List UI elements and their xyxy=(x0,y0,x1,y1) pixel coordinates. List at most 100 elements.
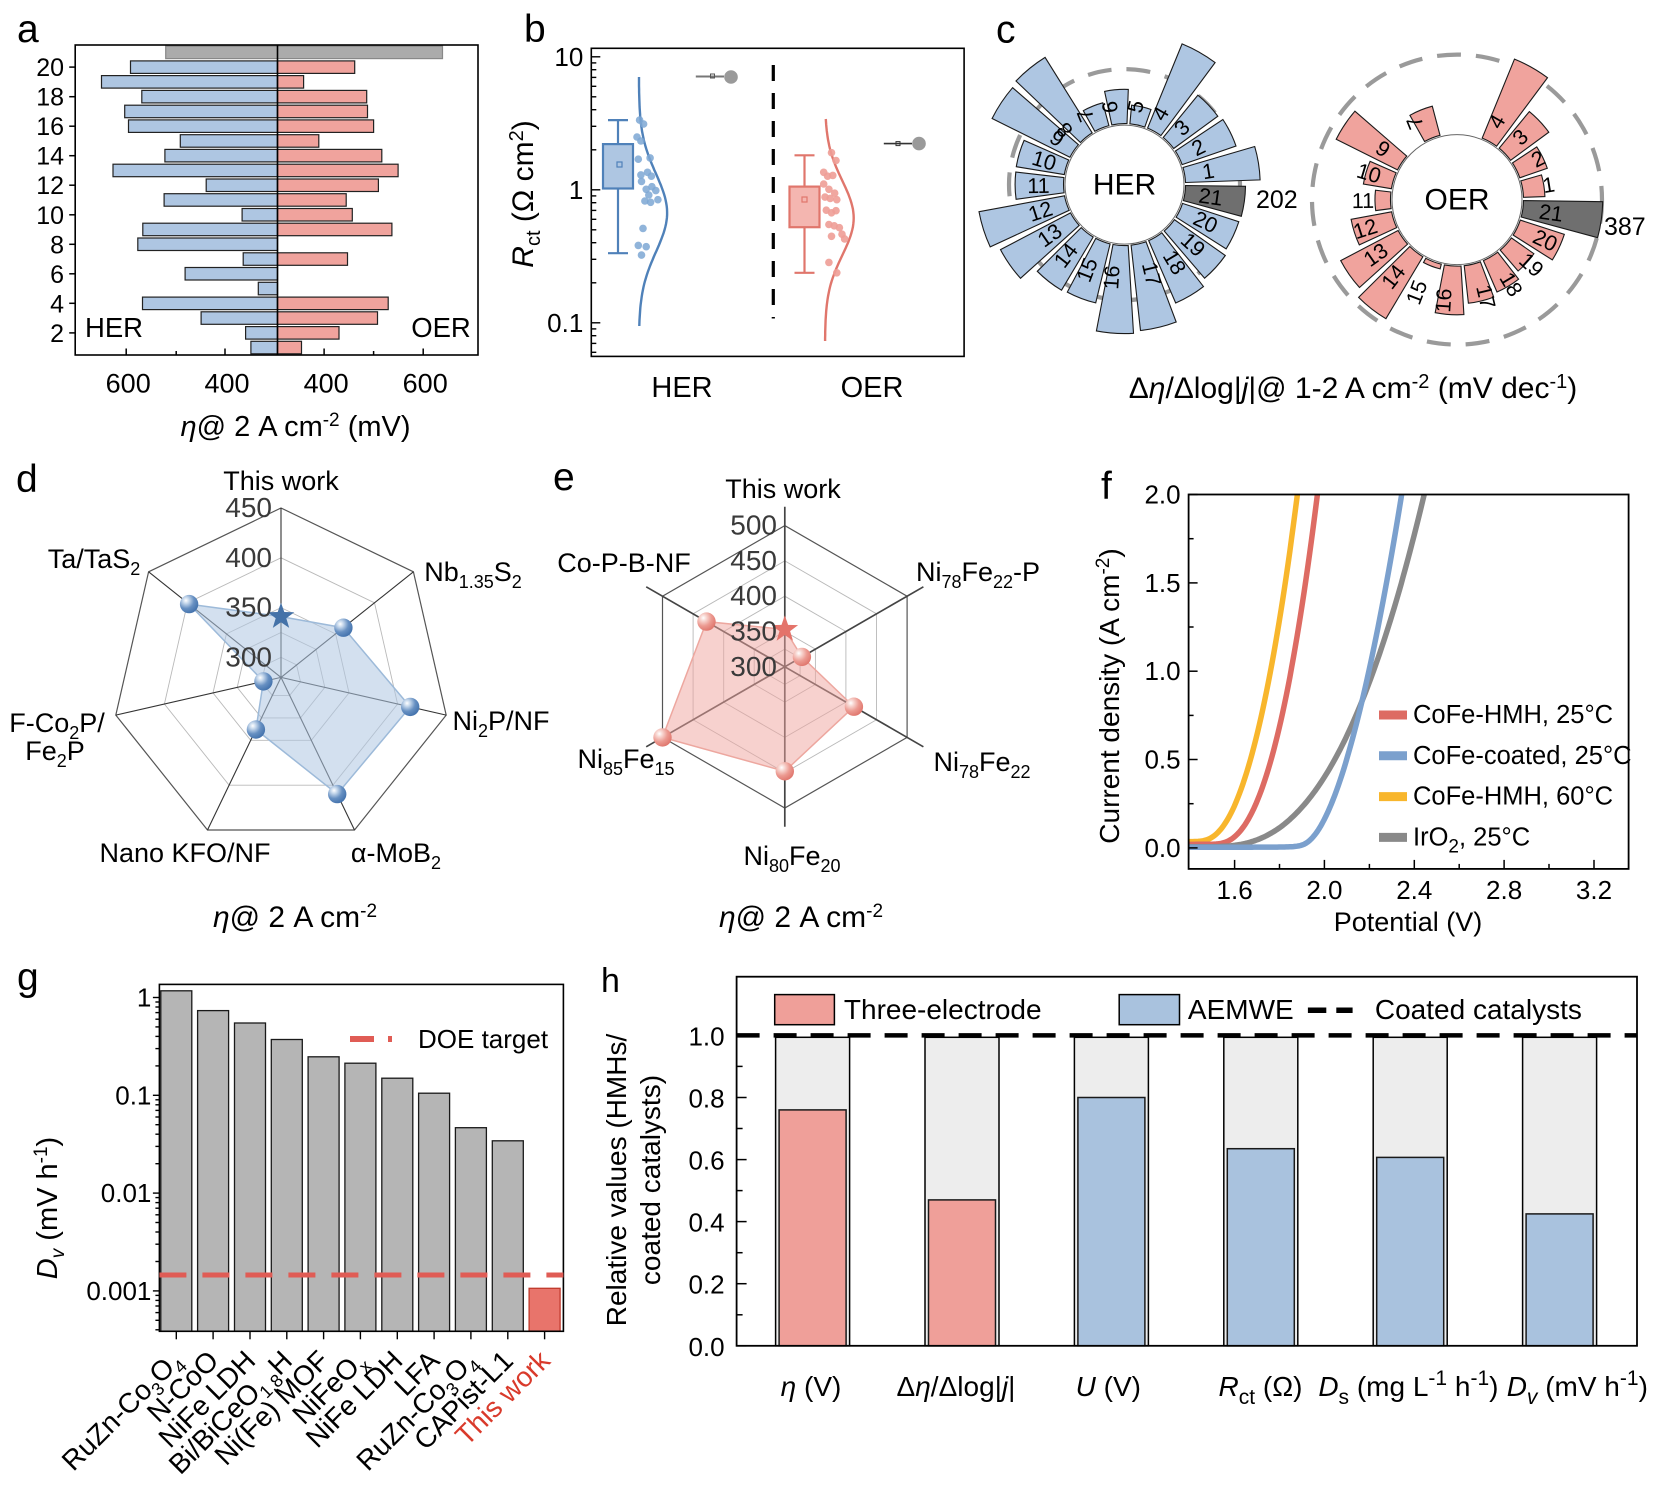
svg-text:1: 1 xyxy=(1541,172,1557,198)
svg-text:2.0: 2.0 xyxy=(1306,875,1342,905)
svg-text:2.4: 2.4 xyxy=(1396,875,1432,905)
svg-text:CoFe-HMH, 25°C: CoFe-HMH, 25°C xyxy=(1413,701,1613,729)
svg-text:0.0: 0.0 xyxy=(688,1332,724,1362)
svg-text:AEMWE: AEMWE xyxy=(1188,994,1294,1025)
svg-text:This work: This work xyxy=(725,474,841,504)
svg-text:HER: HER xyxy=(85,312,143,343)
svg-text:1: 1 xyxy=(569,175,583,205)
svg-text:Rct (Ω): Rct (Ω) xyxy=(1219,1371,1303,1409)
svg-text:21: 21 xyxy=(1538,200,1565,227)
svg-text:16: 16 xyxy=(36,113,64,141)
svg-text:0.5: 0.5 xyxy=(1144,745,1180,775)
svg-text:10: 10 xyxy=(36,202,64,230)
svg-text:11: 11 xyxy=(1352,189,1375,213)
svg-text:e: e xyxy=(553,456,575,499)
svg-text:2: 2 xyxy=(50,320,64,348)
svg-text:400: 400 xyxy=(204,369,249,399)
svg-text:1.5: 1.5 xyxy=(1144,568,1180,598)
svg-text:b: b xyxy=(524,8,546,51)
svg-text:400: 400 xyxy=(304,369,349,399)
svg-text:This work: This work xyxy=(223,466,339,496)
svg-text:Three-electrode: Three-electrode xyxy=(844,994,1042,1025)
svg-text:α-MoB2​: α-MoB2​ xyxy=(351,838,441,873)
svg-text:Current density (A cm-2): Current density (A cm-2) xyxy=(1093,548,1125,843)
svg-text:Δη/Δlog|j|: Δη/Δlog|j| xyxy=(897,1371,1016,1402)
svg-text:c: c xyxy=(996,9,1016,52)
svg-text:387: 387 xyxy=(1604,213,1646,241)
svg-text:Δη/Δlog|j|@ 1-2 A cm-2 (mV dec: Δη/Δlog|j|@ 1-2 A cm-2 (mV dec-1) xyxy=(1129,371,1578,405)
svg-text:OER: OER xyxy=(841,372,904,404)
svg-text:a: a xyxy=(17,8,39,51)
svg-text:1.6: 1.6 xyxy=(1217,875,1253,905)
svg-text:CoFe-coated, 25°C: CoFe-coated, 25°C xyxy=(1413,742,1632,770)
svg-text:U (V): U (V) xyxy=(1076,1371,1141,1402)
svg-text:Fe2​P: Fe2​P xyxy=(25,736,85,771)
svg-text:0.01: 0.01 xyxy=(101,1178,152,1208)
svg-text:Ta/TaS2​: Ta/TaS2​ xyxy=(48,544,141,579)
svg-text:Potential (V): Potential (V) xyxy=(1334,907,1483,937)
svg-text:600: 600 xyxy=(106,369,151,399)
svg-text:F-Co2​P/: F-Co2​P/ xyxy=(9,708,105,743)
svg-text:0.4: 0.4 xyxy=(688,1208,724,1238)
svg-text:0.1: 0.1 xyxy=(547,308,583,338)
svg-text:8: 8 xyxy=(50,231,64,259)
svg-text:OER: OER xyxy=(411,312,471,343)
svg-text:300: 300 xyxy=(730,651,777,682)
svg-text:coated catalysts): coated catalysts) xyxy=(635,1075,666,1285)
svg-text:11: 11 xyxy=(1027,174,1050,198)
svg-text:16: 16 xyxy=(1099,265,1125,290)
svg-text:Co-P-B-NF: Co-P-B-NF xyxy=(557,548,691,578)
svg-text:0.6: 0.6 xyxy=(688,1146,724,1176)
svg-text:400: 400 xyxy=(730,580,777,611)
svg-text:3.2: 3.2 xyxy=(1576,875,1612,905)
svg-text:Ds (mg L-1 h-1): Ds (mg L-1 h-1) xyxy=(1318,1367,1498,1409)
svg-text:Dv (mV h-1): Dv (mV h-1) xyxy=(1507,1367,1648,1409)
svg-text:CoFe-HMH, 60°C: CoFe-HMH, 60°C xyxy=(1413,783,1613,811)
svg-text:450: 450 xyxy=(225,492,272,523)
svg-text:OER: OER xyxy=(1424,184,1489,217)
svg-text:Ni2​P/NF: Ni2​P/NF xyxy=(452,706,549,741)
svg-text:10: 10 xyxy=(554,42,583,72)
svg-text:450: 450 xyxy=(730,545,777,576)
svg-text:f: f xyxy=(1101,465,1112,508)
svg-text:Relative values (HMHs/: Relative values (HMHs/ xyxy=(601,1034,632,1327)
svg-text:500: 500 xyxy=(730,510,777,541)
svg-text:6: 6 xyxy=(1098,100,1123,114)
svg-text:HER: HER xyxy=(1093,169,1156,202)
svg-text:0.2: 0.2 xyxy=(688,1270,724,1300)
svg-text:0.8: 0.8 xyxy=(688,1084,724,1114)
svg-text:0.001: 0.001 xyxy=(86,1276,151,1306)
svg-text:Ni78​Fe22​-P: Ni78​Fe22​-P xyxy=(916,557,1040,592)
svg-text:g: g xyxy=(17,956,39,999)
svg-text:12: 12 xyxy=(36,172,64,200)
svg-text:300: 300 xyxy=(225,641,272,672)
svg-text:Nano KFO/NF: Nano KFO/NF xyxy=(99,838,270,868)
svg-text:1.0: 1.0 xyxy=(688,1021,724,1051)
svg-text:HER: HER xyxy=(651,372,712,404)
svg-text:0.0: 0.0 xyxy=(1144,833,1180,863)
svg-text:η@ 2 A cm-2​ (mV): η@ 2 A cm-2​ (mV) xyxy=(180,410,410,443)
svg-text:1: 1 xyxy=(1200,159,1216,185)
svg-text:0.1: 0.1 xyxy=(115,1080,151,1110)
svg-text:η (V): η (V) xyxy=(781,1371,842,1402)
svg-text:350: 350 xyxy=(730,616,777,647)
svg-text:Rct (Ω cm2): Rct (Ω cm2) xyxy=(506,120,545,267)
svg-text:Coated catalysts: Coated catalysts xyxy=(1375,994,1582,1025)
svg-text:17: 17 xyxy=(1137,260,1166,289)
svg-text:η@ 2 A cm-2​: η@ 2 A cm-2​ xyxy=(213,901,377,934)
svg-text:600: 600 xyxy=(403,369,448,399)
svg-text:1.0: 1.0 xyxy=(1144,656,1180,686)
svg-text:d: d xyxy=(16,458,38,501)
svg-text:350: 350 xyxy=(225,592,272,623)
svg-text:2.0: 2.0 xyxy=(1144,480,1180,510)
svg-text:2.8: 2.8 xyxy=(1486,875,1522,905)
svg-text:20: 20 xyxy=(36,54,64,82)
svg-text:6: 6 xyxy=(50,261,64,289)
svg-text:5: 5 xyxy=(1123,98,1149,115)
svg-text:Dv (mV h-1): Dv (mV h-1) xyxy=(31,1137,69,1279)
svg-text:18: 18 xyxy=(36,84,64,112)
svg-text:400: 400 xyxy=(225,542,272,573)
svg-text:4: 4 xyxy=(50,290,64,318)
svg-text:21: 21 xyxy=(1197,184,1224,211)
svg-text:16: 16 xyxy=(1431,288,1457,313)
